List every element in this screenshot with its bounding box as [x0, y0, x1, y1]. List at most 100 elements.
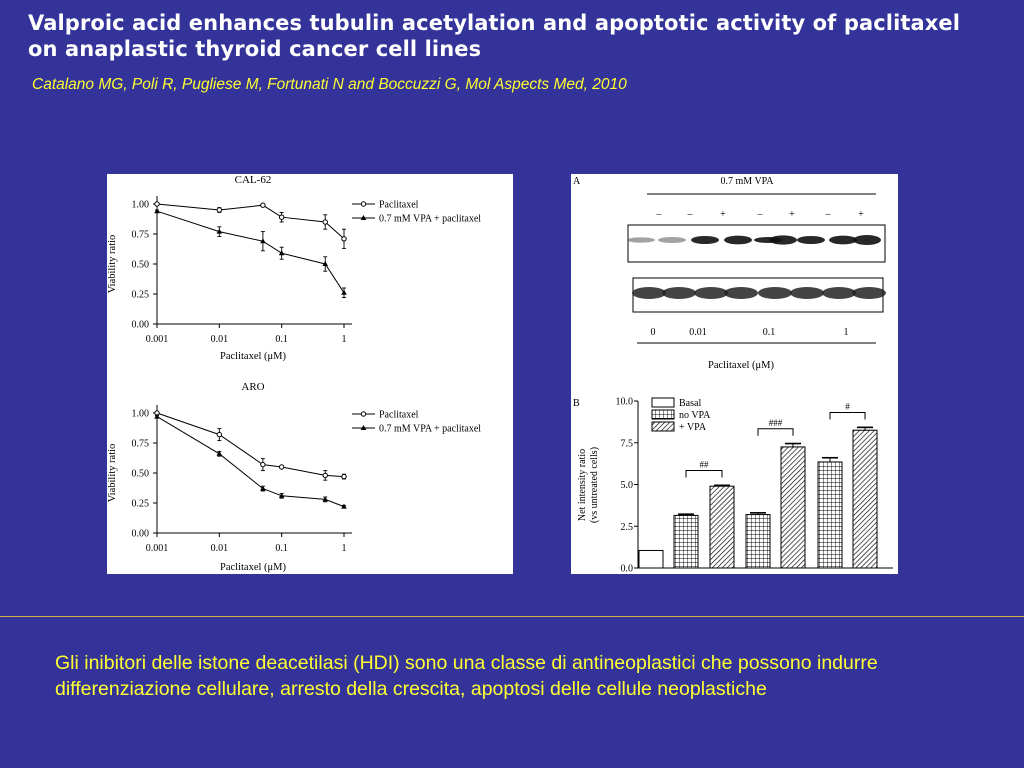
x-tick-label: 1	[342, 543, 347, 554]
data-point-circle	[322, 472, 328, 479]
bar-panel-label: B	[573, 398, 580, 409]
bar-legend-label: + VPA	[679, 422, 707, 433]
concentration-label: 0	[651, 327, 656, 338]
bar-error-cap	[750, 512, 766, 514]
lane-sign: –	[656, 209, 663, 220]
x-tick-label: 0.001	[146, 543, 169, 554]
blot-band	[797, 236, 825, 244]
legend-marker-triangle	[360, 215, 367, 220]
y-tick-label: 0.50	[132, 469, 150, 480]
data-point-triangle	[278, 250, 285, 256]
y-tick-label: 1.00	[132, 409, 150, 420]
blot-band	[627, 237, 655, 243]
bar-5	[817, 461, 843, 569]
bar-error-cap	[785, 442, 801, 445]
line-chart-0: CAL-62 0.00 0.25 0.50 0.75 1.00 0.001 0.01 0.1 1 P…	[107, 174, 481, 362]
data-point-triangle	[341, 289, 347, 295]
significance-bracket	[757, 428, 794, 436]
loading-band	[662, 287, 696, 299]
bar-0	[638, 549, 664, 569]
significance-bracket	[829, 412, 866, 420]
x-tick-label: 0.1	[275, 543, 288, 554]
data-point-circle	[154, 201, 160, 207]
loading-band	[790, 287, 824, 299]
legend-label: 0.7 mM VPA + paclitaxel	[379, 424, 481, 435]
lane-sign: +	[858, 209, 864, 220]
blot-and-bar-chart: A 0.7 mM VPA – – + – + – +0 0.01 0.1 1 Paclitaxel (μ…	[573, 176, 893, 575]
concentration-label: 1	[844, 327, 849, 338]
lane-sign: –	[825, 209, 832, 220]
x-tick-label: 0.01	[211, 334, 229, 345]
y-axis-label: Viability ratio	[107, 235, 118, 294]
data-point-circle	[216, 431, 223, 438]
y-tick-label: 1.00	[132, 200, 150, 211]
bar-4	[780, 446, 806, 569]
bar-y-tick-label: 2.5	[621, 522, 634, 533]
data-point-triangle	[154, 208, 160, 214]
bar-y-tick-label: 10.0	[616, 397, 634, 408]
series-line-0	[156, 203, 345, 240]
line-chart-1: ARO 0.00 0.25 0.50 0.75 1.00 0.001 0.01 0.1 1 Pacl…	[107, 381, 481, 573]
bar-1	[673, 514, 699, 569]
bar-error-cap	[822, 456, 838, 459]
divider-line	[0, 616, 1024, 617]
data-point-triangle	[341, 503, 347, 509]
data-point-triangle	[322, 496, 329, 502]
bar-legend-swatch	[651, 409, 675, 420]
y-tick-label: 0.00	[132, 320, 150, 331]
significance-label: ##	[700, 460, 710, 470]
blot-panel-label: A	[573, 176, 581, 187]
legend-label: Paclitaxel	[379, 200, 419, 211]
bar-y-tick-label: 5.0	[621, 480, 634, 491]
blot-band	[691, 236, 719, 244]
concentration-label: 0.01	[689, 327, 707, 338]
data-point-triangle	[260, 485, 266, 491]
bar-y-tick-label: 0.0	[621, 564, 634, 575]
y-tick-label: 0.25	[132, 290, 150, 301]
loading-band	[694, 287, 728, 299]
loading-band	[758, 287, 792, 299]
legend-label: Paclitaxel	[379, 410, 419, 421]
chart-title: CAL-62	[235, 174, 272, 186]
data-point-circle	[260, 202, 266, 208]
data-point-circle	[216, 207, 223, 213]
legend-marker-circle	[360, 201, 367, 207]
citation: Catalano MG, Poli R, Pugliese M, Fortuna…	[32, 76, 627, 93]
bar-error-cap	[857, 426, 873, 429]
bar-y-axis-label: Net intensity ratio	[577, 449, 588, 521]
lane-sign: –	[757, 209, 764, 220]
blot-band	[829, 235, 857, 245]
data-point-triangle	[322, 261, 329, 266]
lane-sign: +	[720, 209, 726, 220]
legend-marker-circle	[360, 411, 367, 417]
bar-legend-label: no VPA	[679, 410, 711, 421]
bar-3	[745, 514, 771, 569]
data-point-triangle	[216, 450, 223, 456]
bar-error-cap	[678, 513, 694, 515]
western-blot: A 0.7 mM VPA – – + – + – +0 0.01 0.1 1 Paclitaxel (μ…	[573, 176, 886, 371]
loading-band	[822, 287, 856, 299]
bar-chart: B 0.0 2.5 5.0 7.5 10.0 Net intensity ratio (vs …	[573, 397, 893, 575]
loading-band	[724, 287, 758, 299]
bar-legend-label: Basal	[679, 398, 701, 409]
significance-label: ###	[769, 418, 783, 428]
bar-legend-swatch	[651, 421, 675, 432]
body-text: Gli inibitori delle istone deacetilasi (…	[55, 652, 878, 700]
western-blot-figure-panel: A 0.7 mM VPA – – + – + – +0 0.01 0.1 1 Paclitaxel (μ…	[571, 174, 898, 575]
series-line-1	[156, 210, 345, 294]
x-tick-label: 0.1	[275, 334, 288, 345]
series-line-1	[156, 416, 345, 508]
bar-legend-swatch	[651, 397, 675, 408]
x-axis-label: Paclitaxel (μM)	[220, 351, 286, 362]
data-point-circle	[341, 473, 347, 480]
viability-charts: CAL-620.000.250.500.751.000.001 0.01 0.1 1P…	[107, 174, 481, 573]
data-point-circle	[322, 219, 328, 225]
legend-marker-triangle	[360, 425, 367, 430]
x-tick-label: 0.01	[211, 543, 229, 554]
y-tick-label: 0.00	[132, 529, 150, 540]
blot-x-label: Paclitaxel (μM)	[708, 360, 774, 371]
bar-6	[852, 429, 878, 569]
x-tick-label: 1	[342, 334, 347, 345]
viability-figure-panel: CAL-62 0.00 0.25 0.50 0.75 1.00 0.001 0.01 0.1 1 P…	[107, 174, 513, 574]
series-line-0	[156, 412, 345, 478]
